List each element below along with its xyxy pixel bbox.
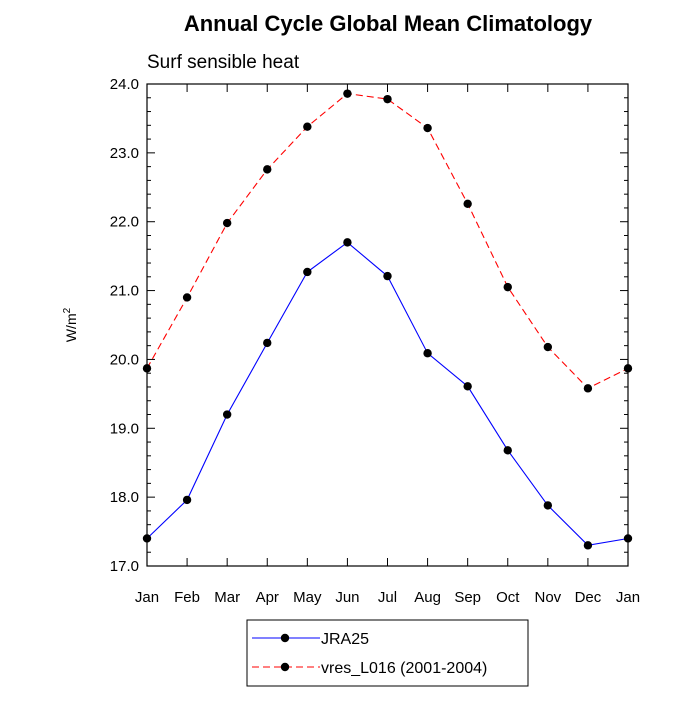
y-tick-label: 21.0: [110, 283, 139, 300]
series-1-point: [383, 271, 392, 281]
series-2-point: [503, 282, 512, 292]
legend: JRA25 vres_L016 (2001-2004): [246, 619, 529, 687]
series-line-2: [146, 93, 629, 389]
series-1-point: [222, 410, 232, 419]
series-1-point: [503, 446, 512, 455]
legend-marker-1: [280, 633, 290, 643]
series-1-point: [623, 534, 633, 543]
series-1-point: [263, 338, 272, 348]
y-tick-label: 18.0: [110, 489, 139, 506]
x-tick-label: Jan: [616, 589, 640, 606]
series-2-point: [222, 218, 232, 228]
y-axis-label-text: W/m: [63, 313, 79, 342]
series-2-point: [263, 165, 272, 174]
plot-area: 17.0 18.0 19.0 20.0 21.0 22.0 23.0 24.0 Jan Feb Ma…: [62, 76, 640, 606]
series-2-point: [303, 122, 312, 131]
series-1-point: [343, 238, 352, 247]
series-1-point: [463, 382, 472, 391]
x-tick-label: Feb: [174, 589, 200, 606]
series-2-point: [182, 293, 192, 302]
series-1-point: [543, 501, 553, 510]
y-tick-label: 20.0: [110, 351, 139, 368]
series-2-point: [423, 123, 432, 133]
series-2-point: [383, 94, 392, 104]
x-tick-label: May: [293, 589, 322, 606]
x-tick-label: Jun: [335, 589, 359, 606]
x-tick-label: Jan: [135, 589, 159, 606]
series-1-point: [142, 534, 152, 543]
series-1-point: [583, 541, 593, 550]
x-tick-label: Sep: [454, 589, 481, 606]
legend-label-1: JRA25: [321, 631, 369, 648]
y-tick-label: 19.0: [110, 420, 139, 437]
series-1-point: [303, 267, 312, 277]
y-axis-label: W/m2: [62, 307, 79, 342]
legend-marker-2: [280, 662, 290, 672]
x-tick-label: Oct: [496, 589, 520, 606]
series-2-point: [623, 364, 633, 373]
series-2-point: [583, 384, 593, 393]
x-tick-label: Apr: [256, 589, 279, 606]
x-tick-label: Jul: [378, 589, 397, 606]
series-2-point: [543, 342, 553, 352]
x-tick-label: Nov: [534, 589, 561, 606]
x-tick-label: Aug: [414, 589, 441, 606]
series-1-point: [423, 349, 432, 358]
plot-frame: [146, 83, 629, 567]
y-tick-label: 24.0: [110, 76, 139, 93]
y-axis-label-superscript: 2: [62, 307, 73, 313]
legend-box: [246, 619, 529, 687]
x-tick-label: Dec: [575, 589, 602, 606]
series-1-point: [182, 495, 192, 505]
chart-subtitle: Surf sensible heat: [147, 52, 300, 73]
legend-label-2: vres_L016 (2001-2004): [321, 660, 487, 677]
y-tick-label: 17.0: [110, 558, 139, 575]
series-2-point: [463, 199, 472, 209]
series-2-point: [343, 89, 352, 98]
x-tick-label: Mar: [214, 589, 240, 606]
chart-title: Annual Cycle Global Mean Climatology: [184, 11, 593, 36]
series-2-point: [142, 364, 152, 373]
y-tick-label: 22.0: [110, 214, 139, 231]
y-tick-label: 23.0: [110, 145, 139, 162]
series-line-1: [146, 241, 629, 546]
